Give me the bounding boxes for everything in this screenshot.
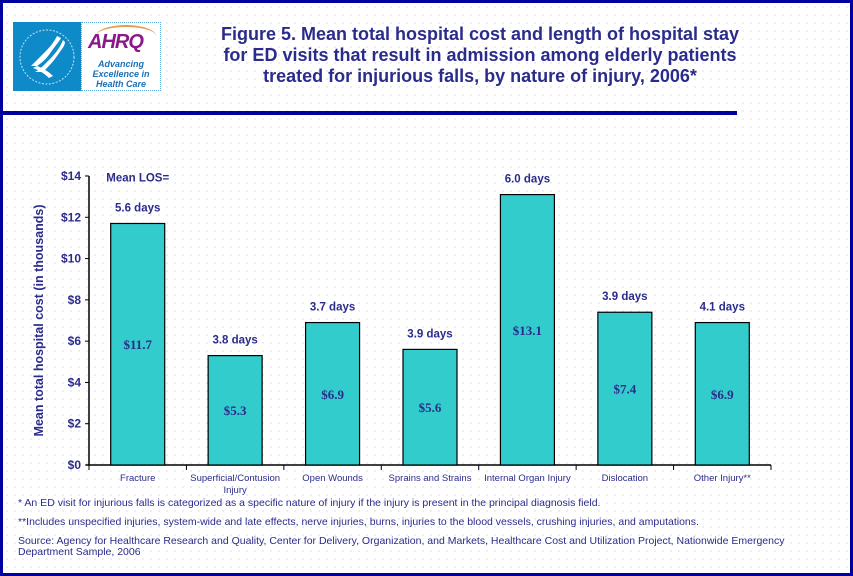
logo-arc — [96, 25, 156, 47]
title-line: for ED visits that result in admission a… — [223, 45, 737, 65]
footnote-1: * An ED visit for injurious falls is cat… — [18, 497, 601, 509]
x-tick-label: Sprains and Strains — [389, 473, 472, 484]
ahrq-logo: AHRQ Advancing Excellence in Health Care — [81, 22, 161, 91]
ahrq-tagline: Advancing Excellence in Health Care — [82, 59, 160, 89]
source-line: Department Sample, 2006 — [18, 546, 141, 558]
y-tick-label: $4 — [68, 375, 82, 389]
bar-value-label: $6.9 — [711, 387, 734, 402]
tagline-line: Advancing — [97, 59, 144, 69]
y-tick-label: $12 — [61, 210, 81, 224]
bar — [694, 321, 750, 466]
y-tick-label: $0 — [68, 458, 82, 472]
hhs-seal-logo — [13, 22, 81, 91]
x-tick-label: Open Wounds — [302, 473, 363, 484]
x-tick-label: Superficial/Contusion — [190, 473, 280, 484]
bar-value-label: $6.9 — [321, 387, 344, 402]
footnote-2: **Includes unspecified injuries, system-… — [18, 516, 699, 528]
x-tick-label: Injury — [224, 485, 247, 496]
bar — [402, 348, 458, 466]
x-tick-label: Internal Organ Injury — [484, 473, 571, 484]
y-tick-label: $10 — [61, 252, 81, 266]
bar — [304, 321, 361, 466]
chart-title: Figure 5. Mean total hospital cost and l… — [200, 24, 760, 87]
bar-value-label: $7.4 — [613, 382, 636, 397]
ahrq-wordmark: AHRQ — [88, 31, 144, 53]
y-tick-label: $6 — [68, 334, 82, 348]
bar — [207, 354, 263, 466]
bar-value-label: $5.6 — [419, 400, 442, 415]
x-tick-label: Other Injury** — [694, 473, 751, 484]
los-label: 3.9 days — [407, 328, 452, 340]
source-line: Source: Agency for Healthcare Research a… — [18, 535, 785, 547]
los-label: 3.8 days — [212, 335, 257, 347]
eagle-icon — [19, 29, 75, 85]
title-line: treated for injurious falls, by nature o… — [263, 66, 697, 86]
bar — [110, 222, 166, 466]
bar-value-label: $13.1 — [513, 323, 542, 338]
tagline-line: Health Care — [95, 79, 147, 89]
los-label: 6.0 days — [505, 174, 550, 186]
y-tick-label: $14 — [61, 169, 81, 183]
los-label: 3.9 days — [602, 291, 647, 303]
los-label: 3.7 days — [310, 302, 355, 314]
title-divider — [3, 111, 737, 115]
bar-value-label: $11.7 — [123, 337, 152, 352]
x-tick-label: Dislocation — [602, 473, 648, 484]
source-note: Source: Agency for Healthcare Research a… — [18, 536, 784, 558]
mean-los-prefix: Mean LOS= — [106, 172, 169, 184]
bar — [499, 193, 556, 466]
bar-value-label: $5.3 — [224, 403, 247, 418]
title-line: Figure 5. Mean total hospital cost and l… — [220, 24, 740, 44]
los-label: 5.6 days — [115, 202, 160, 214]
y-tick-label: $2 — [68, 417, 82, 431]
y-tick-label: $8 — [68, 293, 82, 307]
y-axis-label: Mean total hospital cost (in thousands) — [32, 205, 46, 437]
bar — [597, 311, 653, 466]
x-tick-label: Fracture — [120, 473, 155, 484]
tagline-line: Excellence in — [92, 69, 150, 79]
los-label: 4.1 days — [700, 302, 745, 314]
